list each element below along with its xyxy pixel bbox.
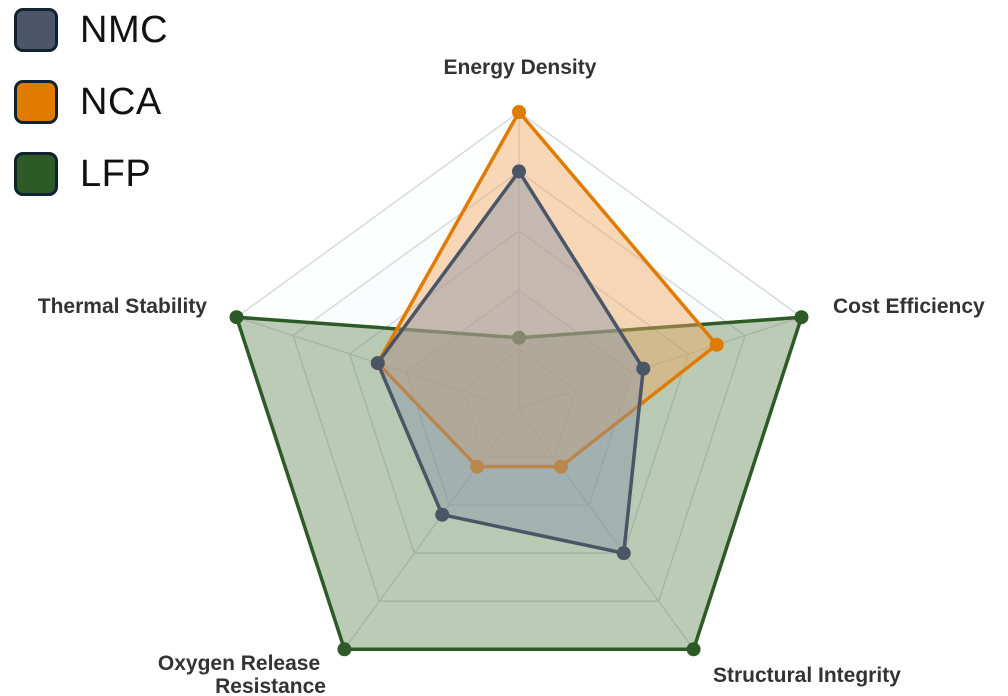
axis-labels: Energy Density Cost Efficiency Structura… xyxy=(38,56,985,696)
legend-swatch-nca xyxy=(14,80,58,124)
legend-swatch-nmc xyxy=(14,8,58,52)
grid-spoke-1 xyxy=(518,316,802,410)
axis-label-structural-integrity: Structural Integrity xyxy=(713,664,901,687)
data-point-nca-1 xyxy=(709,337,724,352)
data-point-nca-0 xyxy=(512,105,526,119)
legend: NMC NCA LFP xyxy=(14,6,168,222)
series-area-lfp xyxy=(234,315,804,652)
data-point-lfp-1 xyxy=(794,310,809,325)
legend-label-nmc: NMC xyxy=(80,8,169,51)
legend-swatch-lfp xyxy=(14,152,58,196)
data-point-nmc-1 xyxy=(636,361,651,376)
data-point-nca-2 xyxy=(553,459,568,474)
data-point-lfp-3 xyxy=(337,642,352,657)
radar-series xyxy=(229,105,809,657)
series-area-nmc xyxy=(376,169,646,555)
axis-label-thermal-stability: Thermal Stability xyxy=(38,295,208,318)
data-point-lfp-2 xyxy=(686,642,701,657)
data-point-lfp-4 xyxy=(229,310,244,325)
radar-grid xyxy=(235,111,803,651)
legend-label-lfp: LFP xyxy=(80,152,152,195)
axis-label-cost-efficiency: Cost Efficiency xyxy=(833,295,985,318)
axis-label-oxygen-release-resistance: Oxygen Release Resistance xyxy=(158,652,326,696)
axis-label-energy-density: Energy Density xyxy=(444,56,597,79)
grid-spoke-3 xyxy=(343,408,520,650)
data-point-nmc-3 xyxy=(435,507,450,522)
data-point-nmc-2 xyxy=(616,546,631,561)
legend-label-nca: NCA xyxy=(80,80,162,123)
data-point-lfp-0 xyxy=(512,330,526,345)
data-point-nmc-0 xyxy=(512,164,526,179)
data-point-nmc-4 xyxy=(370,356,385,371)
data-point-nca-3 xyxy=(470,459,485,474)
legend-item-nca: NCA xyxy=(14,78,168,126)
series-area-nca xyxy=(376,110,719,469)
grid-spoke-2 xyxy=(518,408,695,650)
legend-item-nmc: NMC xyxy=(14,6,168,54)
legend-item-lfp: LFP xyxy=(14,150,168,198)
series-lfp xyxy=(229,310,809,657)
series-nmc xyxy=(370,164,651,561)
